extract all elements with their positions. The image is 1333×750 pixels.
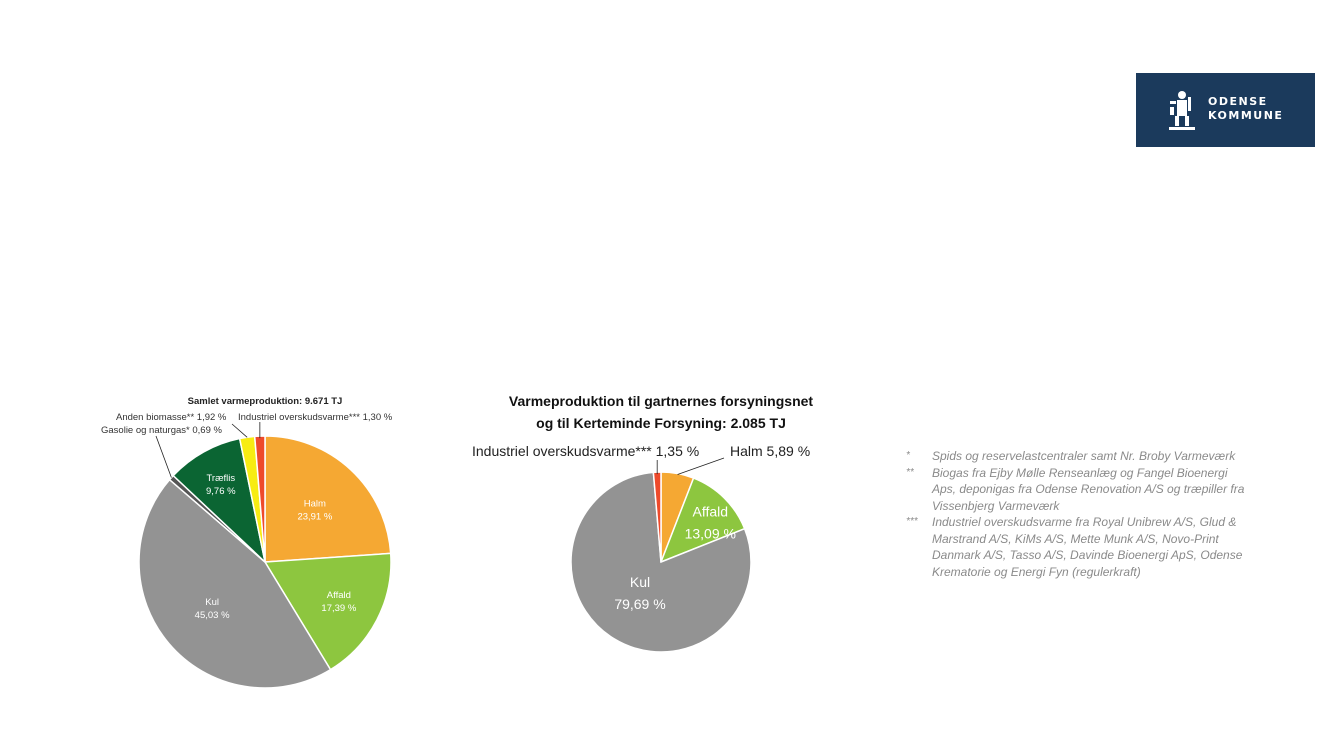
chart-gartner-heat-production: Varmeproduktion til gartnernes forsyning… <box>472 393 814 653</box>
logo-line-2: KOMMUNE <box>1208 109 1284 122</box>
slice-label-affald: Affald 13,09 % <box>685 503 736 541</box>
odense-kommune-logo: ODENSE KOMMUNE <box>1136 73 1315 147</box>
pie-slice-affald <box>659 477 746 564</box>
leader-line-halm <box>677 457 725 475</box>
footnote-1: * Spids og reservelastcentraler samt Nr.… <box>906 448 1251 465</box>
chart2-labels: Affald 13,09 % Kul 79,69 % Halm 5,89 % Indust… <box>472 443 810 612</box>
pie-slice-affald <box>263 552 392 671</box>
slice-label-industriel-overskudsvarme: Industriel overskudsvarme*** 1,35 % <box>472 443 699 459</box>
chart2-slices <box>570 471 752 653</box>
footnote-3: *** Industriel overskudsvarme fra Royal … <box>906 514 1251 580</box>
pie-slice-halm <box>264 435 392 563</box>
slice-label-tr-flis: Træflis 9,76 % <box>206 473 236 497</box>
logo-text: ODENSE KOMMUNE <box>1208 95 1283 123</box>
pie-slice-kul <box>570 471 752 653</box>
slice-label-kul: Kul 45,03 % <box>195 597 230 621</box>
footnote-text: Biogas fra Ejby Mølle Renseanlæg og Fang… <box>932 465 1245 513</box>
slice-label-anden-biomasse: Anden biomasse** 1,92 % <box>116 412 227 423</box>
footnote-mark: *** <box>906 516 918 527</box>
pie-slice-tr-flis <box>172 437 267 565</box>
footnote-mark: ** <box>906 466 914 478</box>
slice-label-gasolie-og-naturgas: Gasolie og naturgas* 0,69 % <box>101 425 222 436</box>
chart-total-heat-production: Samlet varmeproduktion: 9.671 TJ Halm 23,… <box>101 396 393 689</box>
leader-line-anden-biomasse <box>231 423 248 438</box>
crest-icon <box>1169 91 1195 130</box>
chart2-leader-lines <box>656 457 725 475</box>
footnote-text: Industriel overskudsvarme fra Royal Unib… <box>932 515 1243 579</box>
footnote-text: Spids og reservelastcentraler samt Nr. B… <box>932 449 1236 463</box>
chart1-labels: Halm 23,91 % Affald 17,39 % Kul 45,03 % Træfli… <box>101 412 393 621</box>
slice-label-halm: Halm 23,91 % <box>297 499 332 523</box>
leader-line-gasolie <box>155 435 172 478</box>
chart1-title: Samlet varmeproduktion: 9.671 TJ <box>188 396 343 407</box>
chart1-leader-lines <box>155 422 261 478</box>
slice-label-industriel-overskudsvarme: Industriel overskudsvarme*** 1,30 % <box>238 412 393 423</box>
footnote-mark: * <box>906 450 910 461</box>
slice-label-kul: Kul 79,69 % <box>614 574 665 612</box>
chart2-title-line-2: og til Kerteminde Forsyning: 2.085 TJ <box>536 415 786 431</box>
footnotes: * Spids og reservelastcentraler samt Nr.… <box>906 448 1251 580</box>
slice-label-affald: Affald 17,39 % <box>321 590 356 614</box>
slice-label-halm: Halm 5,89 % <box>730 443 810 459</box>
footnote-2: ** Biogas fra Ejby Mølle Renseanlæg og F… <box>906 465 1251 515</box>
pie-slice-kul <box>138 478 332 689</box>
chart2-title-line-1: Varmeproduktion til gartnernes forsyning… <box>509 393 814 409</box>
chart1-slices <box>138 435 392 689</box>
logo-line-1: ODENSE <box>1208 95 1268 108</box>
